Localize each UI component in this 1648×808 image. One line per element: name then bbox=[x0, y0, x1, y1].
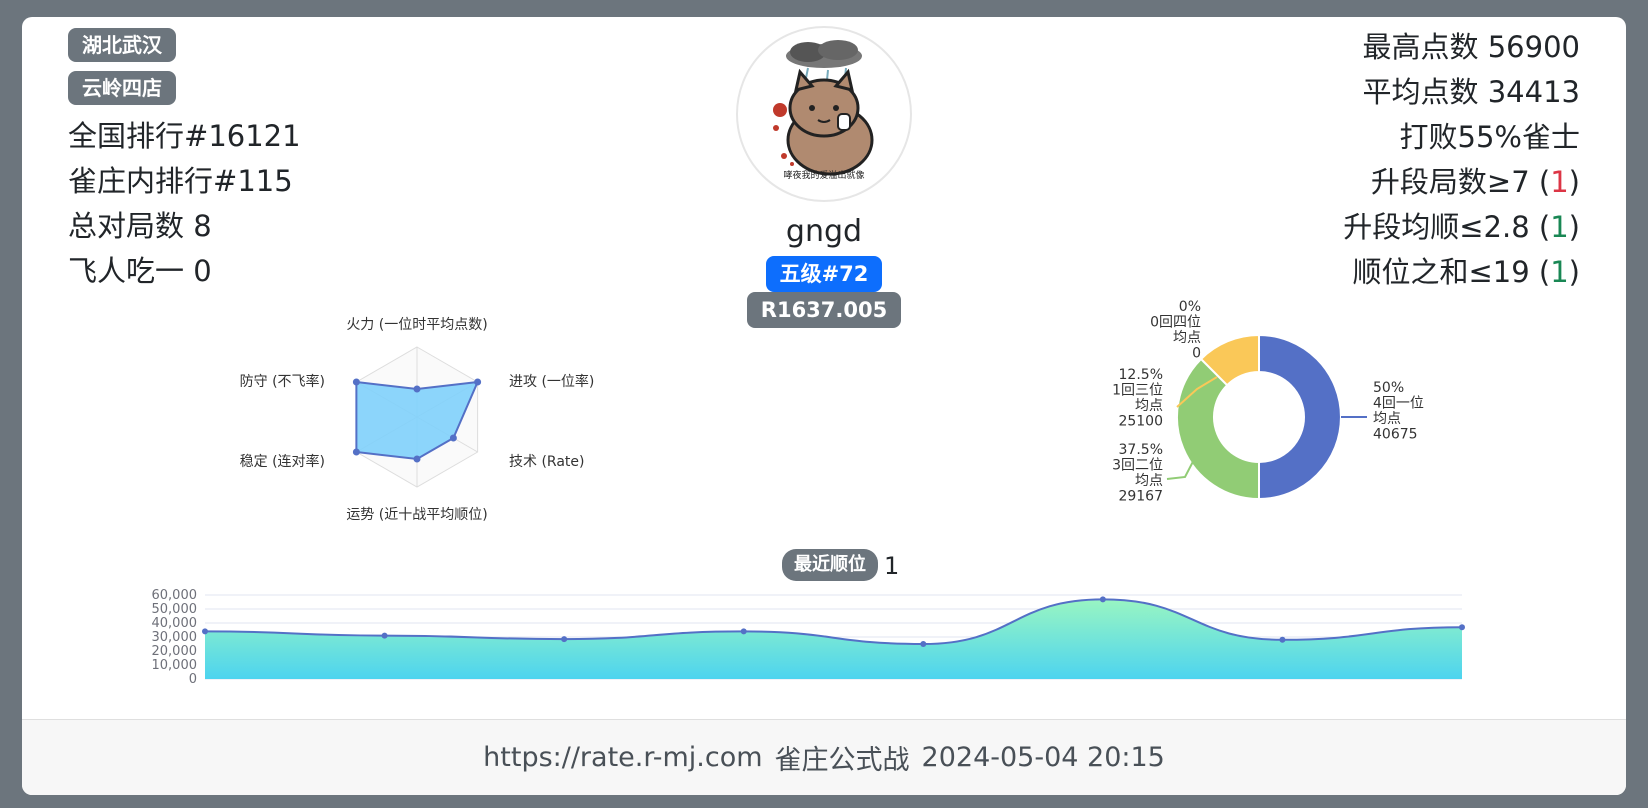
donut-label: 25100 bbox=[1118, 414, 1163, 430]
data-point bbox=[1459, 624, 1465, 631]
donut-label: 均点 bbox=[1135, 398, 1163, 414]
donut-label: 37.5% bbox=[1119, 442, 1163, 458]
radar-point bbox=[352, 378, 360, 386]
y-tick-label: 60,000 bbox=[152, 588, 198, 603]
data-point bbox=[202, 628, 208, 635]
donut-label: 29167 bbox=[1118, 489, 1163, 505]
radar-point bbox=[474, 378, 482, 386]
donut-label: 12.5% bbox=[1119, 367, 1163, 383]
radar-axis-label: 火力 (一位时平均点数) bbox=[346, 317, 487, 333]
data-point bbox=[1279, 636, 1286, 643]
series-line bbox=[204, 598, 1463, 646]
donut-label: 均点 bbox=[1373, 411, 1401, 427]
y-tick-label: 0 bbox=[189, 672, 197, 687]
donut-label: 4回一位 bbox=[1373, 396, 1424, 412]
recent-rank: 最近顺位 1 bbox=[782, 549, 899, 581]
donut-leader bbox=[1166, 449, 1200, 480]
footer-url: https://rate.r-mj.com bbox=[483, 742, 763, 773]
data-point bbox=[381, 632, 388, 639]
donut-label: 1回三位 bbox=[1112, 383, 1163, 399]
total-games: 总对局数 8 bbox=[68, 209, 212, 243]
level-badge: 五级#72 bbox=[765, 256, 883, 292]
player-card: 湖北武汉 云岭四店 全国排行#16121 雀庄内排行#115 总对局数 8 飞人… bbox=[22, 17, 1626, 795]
rank-sum: 顺位之和≤19 (1) bbox=[1352, 255, 1580, 289]
store-rank: 雀庄内排行#115 bbox=[68, 164, 293, 198]
radar-axis-label: 稳定 (连对率) bbox=[240, 453, 325, 470]
rating-badge: R1637.005 bbox=[746, 292, 902, 328]
donut-leader bbox=[1176, 376, 1218, 408]
right-stats: 最高点数 56900 平均点数 34413 打败55%雀士 升段局数≥7 (1)… bbox=[1343, 25, 1580, 295]
donut-slice bbox=[1199, 333, 1260, 387]
donut-label: 3回二位 bbox=[1112, 458, 1163, 474]
fly-count: 飞人吃一 0 bbox=[68, 254, 212, 288]
recent-rank-value: 1 bbox=[884, 551, 900, 580]
donut-label: 均点 bbox=[1135, 473, 1163, 489]
footer-datetime: 2024-05-04 20:15 bbox=[921, 742, 1165, 773]
beat-percent: 打败55%雀士 bbox=[1399, 120, 1580, 154]
radar-axis-label: 进攻 (一位率) bbox=[509, 373, 594, 390]
radar-point bbox=[352, 448, 360, 456]
donut-label: 0回四位 bbox=[1150, 315, 1201, 331]
left-stats: 湖北武汉 云岭四店 全国排行#16121 雀庄内排行#115 总对局数 8 飞人… bbox=[68, 28, 301, 294]
recent-rank-badge: 最近顺位 bbox=[782, 549, 878, 581]
region-tag: 湖北武汉 bbox=[68, 28, 176, 62]
donut-label: 0% bbox=[1179, 299, 1201, 315]
svg-text:哮夜我的爱溢出就像: 哮夜我的爱溢出就像 bbox=[783, 169, 864, 181]
area-fill bbox=[205, 599, 1462, 679]
cat-avatar-image: 哮夜我的爱溢出就像 bbox=[773, 40, 874, 181]
promo-avg-rank: 升段均顺≤2.8 (1) bbox=[1343, 210, 1580, 244]
donut-label: 50% bbox=[1373, 380, 1404, 396]
donut-slice bbox=[1176, 357, 1260, 501]
username: gngd bbox=[785, 214, 863, 249]
data-point bbox=[561, 636, 568, 643]
max-points: 最高点数 56900 bbox=[1362, 30, 1581, 64]
national-rank: 全国排行#16121 bbox=[68, 119, 301, 153]
rank-donut-chart: 50%4回一位均点4067537.5%3回二位均点2916712.5%1回三位均… bbox=[1112, 299, 1424, 505]
donut-label: 均点 bbox=[1173, 330, 1201, 346]
radar-axis-label: 防守 (不飞率) bbox=[240, 373, 325, 390]
radar-point bbox=[449, 434, 457, 442]
radar-point bbox=[413, 455, 421, 463]
y-tick-label: 20,000 bbox=[152, 644, 198, 659]
data-point bbox=[1099, 596, 1106, 603]
radar-point bbox=[413, 385, 421, 393]
data-point bbox=[920, 641, 927, 647]
footer: https://rate.r-mj.com 雀庄公式战 2024-05-04 2… bbox=[22, 719, 1626, 795]
y-tick-label: 40,000 bbox=[152, 616, 198, 631]
store-tag: 云岭四店 bbox=[68, 71, 176, 105]
donut-label: 40675 bbox=[1373, 427, 1418, 443]
avatar: 哮夜我的爱溢出就像 bbox=[736, 26, 912, 202]
data-point bbox=[740, 628, 747, 635]
radar-axis-label: 技术 (Rate) bbox=[509, 454, 584, 470]
avg-points: 平均点数 34413 bbox=[1362, 75, 1581, 109]
promo-games: 升段局数≥7 (1) bbox=[1370, 165, 1580, 199]
donut-slice bbox=[1258, 333, 1342, 501]
profile: 哮夜我的爱溢出就像 gngd 五级#72 R1637.005 bbox=[689, 26, 959, 328]
donut-label: 0 bbox=[1192, 346, 1201, 362]
y-tick-label: 50,000 bbox=[152, 602, 198, 617]
radar-axis-label: 运势 (近十战平均顺位) bbox=[346, 507, 487, 523]
footer-title: 雀庄公式战 bbox=[774, 745, 910, 776]
y-tick-label: 30,000 bbox=[152, 630, 198, 645]
y-tick-label: 10,000 bbox=[152, 658, 198, 673]
radar-chart: 火力 (一位时平均点数) 进攻 (一位率) 技术 (Rate) 运势 (近十战平均顺位… bbox=[240, 317, 595, 523]
